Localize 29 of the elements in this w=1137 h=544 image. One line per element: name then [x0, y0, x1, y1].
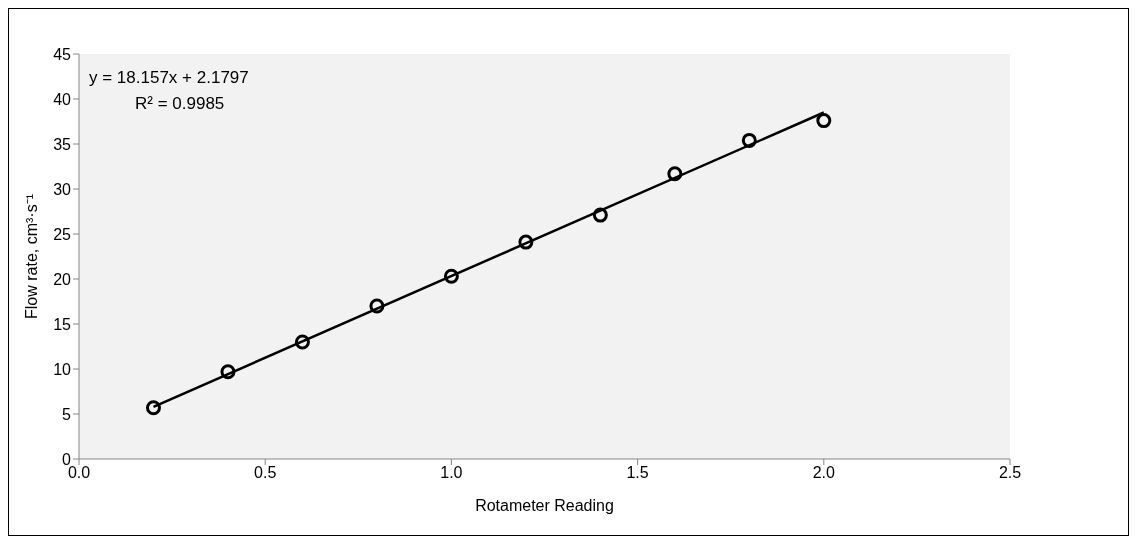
- y-tick-label: 30: [53, 180, 72, 198]
- y-tick-label: 15: [53, 315, 72, 333]
- point: [443, 268, 459, 284]
- x-tick-label: 1.5: [626, 464, 649, 482]
- y-tick-label: 5: [62, 405, 72, 423]
- x-tick-label: 1.0: [440, 464, 463, 482]
- annotation: R² = 0.9985: [135, 94, 225, 114]
- point: [518, 234, 534, 250]
- point: [145, 400, 161, 416]
- x-tick-label: 2.5: [998, 464, 1022, 482]
- y-axis-title: Flow rate, cm³·s⁻¹: [22, 194, 40, 319]
- x-axis-title: Rotameter Reading: [475, 497, 614, 514]
- y-tick-label: 45: [53, 45, 72, 63]
- point: [741, 132, 757, 148]
- point: [294, 334, 310, 350]
- point: [667, 166, 683, 182]
- x-tick-label: 0.5: [254, 464, 277, 482]
- annotation: y = 18.157x + 2.1797: [89, 68, 249, 88]
- y-tick-label: 40: [53, 90, 72, 108]
- point: [369, 298, 385, 314]
- x-tick-label: 0.0: [67, 464, 91, 482]
- y-tick-label: 25: [53, 225, 72, 243]
- y-tick-label: 20: [53, 270, 72, 288]
- point: [816, 113, 832, 129]
- y-tick-label: 10: [53, 360, 72, 378]
- y-tick-label: 35: [53, 135, 72, 153]
- point: [220, 364, 236, 380]
- x-tick-label: 2.0: [812, 464, 836, 482]
- point: [592, 207, 608, 223]
